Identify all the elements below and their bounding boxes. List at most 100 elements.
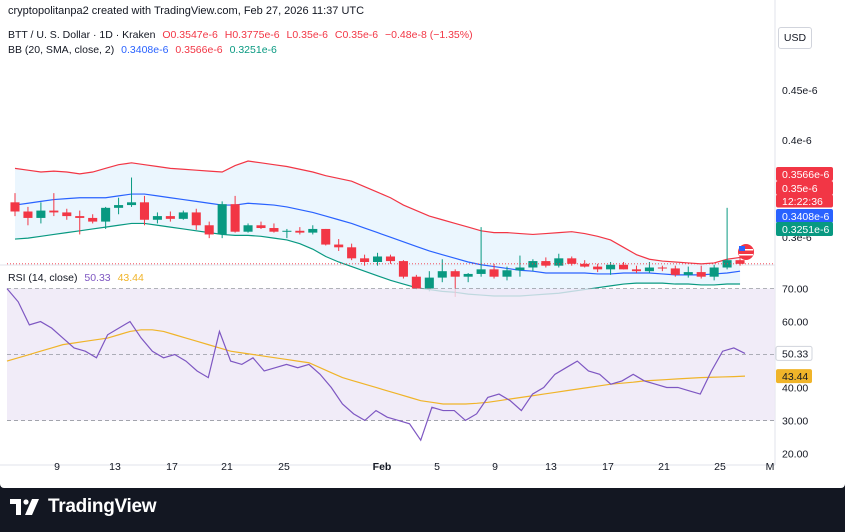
price-badge-upper xyxy=(776,167,833,181)
time-axis-tick: 9 xyxy=(54,461,60,473)
candle-body xyxy=(709,267,719,277)
bb-legend: BB (20, SMA, close, 2) 0.3408e-6 0.3566e… xyxy=(8,44,281,56)
open-value: O0.3547e-6 xyxy=(162,29,218,41)
rsi-value-badge xyxy=(775,345,813,361)
ohlc-legend: BTT / U. S. Dollar · 1D · Kraken O0.3547… xyxy=(8,29,477,41)
price-badge-countdown xyxy=(776,194,833,208)
rsi-legend: RSI (14, close) 50.33 43.44 xyxy=(8,272,148,284)
rsi-ma-line xyxy=(6,329,746,405)
time-axis-tick: 21 xyxy=(658,461,670,473)
candle-body xyxy=(152,216,162,220)
rsi-value-badge-text: 50.33 xyxy=(782,348,808,360)
candle-body xyxy=(230,204,240,232)
chart-header: cryptopolitanpa2 created with TradingVie… xyxy=(8,5,365,17)
price-axis-tick: 0.45e-6 xyxy=(782,85,818,97)
symbol-label: BTT / U. S. Dollar · 1D · Kraken xyxy=(8,29,156,41)
currency-button[interactable]: USD xyxy=(778,27,812,49)
tradingview-wordmark: TradingView xyxy=(48,496,157,517)
bb-lower-value: 0.3251e-6 xyxy=(229,44,277,56)
price-badge-text-lower: 0.3251e-6 xyxy=(782,224,829,236)
candle-body xyxy=(269,228,279,232)
candle-body xyxy=(631,269,642,272)
time-axis-tick: 21 xyxy=(221,461,233,473)
candle-body xyxy=(541,261,551,266)
candle-body xyxy=(243,225,253,232)
candle-body xyxy=(178,212,188,219)
price-badge-text-upper: 0.3566e-6 xyxy=(782,169,829,181)
time-axis-tick: 25 xyxy=(714,461,726,473)
candle-body xyxy=(126,202,137,206)
rsi-line xyxy=(6,288,746,442)
candle-body xyxy=(372,256,383,262)
candle-body xyxy=(489,269,499,277)
candle-body xyxy=(618,264,629,270)
candle-body xyxy=(567,258,577,264)
time-axis-tick: 13 xyxy=(109,461,121,473)
price-badge-text-last: 0.35e-6 xyxy=(782,183,818,195)
candle-body xyxy=(114,205,124,208)
candle-body xyxy=(515,267,525,271)
candle-body xyxy=(10,202,20,212)
candle-body xyxy=(36,210,46,218)
candle-body xyxy=(580,263,590,267)
candle-body xyxy=(398,261,408,277)
rsi-axis-tick: 40.00 xyxy=(782,382,808,394)
candle-body xyxy=(528,261,538,268)
candle-body xyxy=(437,271,447,278)
candle-body xyxy=(735,260,745,264)
candle-body xyxy=(424,277,434,289)
time-axis-tick: 17 xyxy=(166,461,178,473)
time-axis-tick: Feb xyxy=(373,461,392,473)
bb-upper-value: 0.3566e-6 xyxy=(175,44,223,56)
candle-body xyxy=(385,256,396,262)
candle-body xyxy=(88,217,98,222)
candle-body xyxy=(256,225,266,229)
time-axis-tick: 25 xyxy=(278,461,290,473)
candle-body xyxy=(463,273,473,277)
us-flag-stripe xyxy=(739,254,753,256)
low-value: L0.35e-6 xyxy=(286,29,328,41)
candle-body xyxy=(670,268,680,275)
time-axis-tick: M xyxy=(766,461,775,473)
rsi-label: RSI (14, close) xyxy=(8,272,78,284)
candle-body xyxy=(644,267,654,272)
candle-body xyxy=(308,228,318,233)
candle-body xyxy=(204,225,214,235)
bb-lower-line xyxy=(14,222,741,297)
tradingview-logo-icon xyxy=(10,499,39,515)
price-badge-lower xyxy=(776,222,833,236)
candle-body xyxy=(683,272,693,275)
candle-body xyxy=(62,212,72,217)
candle-body xyxy=(295,230,305,233)
rsi-ma-badge xyxy=(776,369,812,384)
candle-body xyxy=(23,211,33,218)
tradingview-brand: TradingView xyxy=(10,496,157,518)
candle-body xyxy=(696,272,706,277)
time-axis-tick: 13 xyxy=(545,461,557,473)
price-badge-last xyxy=(776,181,833,195)
time-axis-tick: 9 xyxy=(492,461,498,473)
rsi-axis-tick: 70.00 xyxy=(782,284,808,296)
bb-label: BB (20, SMA, close, 2) xyxy=(8,44,115,56)
candle-body xyxy=(282,230,292,232)
candle-body xyxy=(217,204,227,235)
rsi-axis-tick: 60.00 xyxy=(782,317,808,329)
candle-body xyxy=(139,202,150,220)
price-chart-svg: 0.45e-60.4e-60.3e-60.3566e-60.35e-612:22… xyxy=(0,0,833,473)
candle-body xyxy=(360,258,370,262)
high-value: H0.3775e-6 xyxy=(224,29,280,41)
candle-body xyxy=(321,228,331,245)
price-axis-tick: 0.4e-6 xyxy=(782,135,812,147)
candle-body xyxy=(411,276,421,289)
candle-body xyxy=(450,271,460,277)
candle-body xyxy=(606,264,616,270)
rsi-axis-tick: 20.00 xyxy=(782,448,808,460)
candle-body xyxy=(593,266,603,270)
bb-basis-value: 0.3408e-6 xyxy=(121,44,169,56)
change-value: −0.48e-8 (−1.35%) xyxy=(385,29,473,41)
candle-body xyxy=(334,244,344,248)
candle-body xyxy=(191,212,201,226)
price-badge-text-basis: 0.3408e-6 xyxy=(782,211,829,223)
candle-body xyxy=(476,269,486,274)
candle-body xyxy=(75,216,85,218)
